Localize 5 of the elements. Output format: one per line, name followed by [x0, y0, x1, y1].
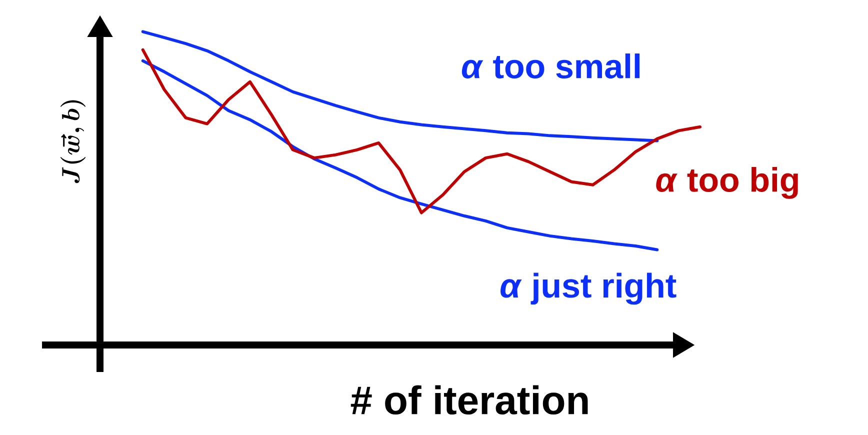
series-label: α too big [656, 166, 798, 199]
series-label: α too small [462, 54, 640, 78]
y-axis-title: $\boldsymbol{J(\vec{w}, b)}$ [60, 100, 86, 184]
series-label: α just right [500, 272, 676, 305]
x-axis-title: # of iteration [350, 385, 588, 415]
